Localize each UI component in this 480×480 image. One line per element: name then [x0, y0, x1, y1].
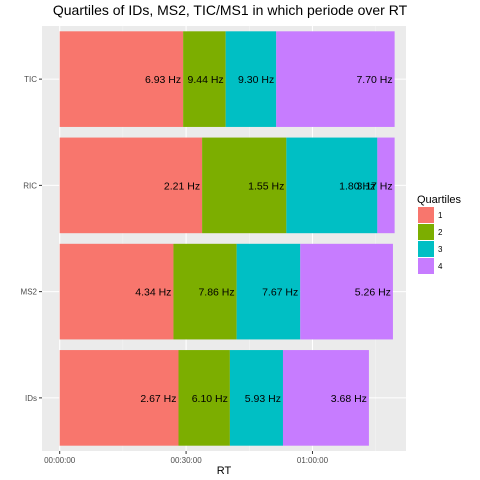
bar-labels: 6.93 Hz 9.44 Hz 9.30 Hz 7.70 Hz 2.21 Hz 1.55 …: [135, 74, 392, 405]
bar-label-ric-q1: 2.21 Hz: [164, 180, 200, 192]
bar-tic-q3: [225, 31, 277, 127]
legend-title: Quartiles: [417, 194, 462, 206]
x-axis-title: RT: [217, 465, 232, 477]
bar-ric-q2: [202, 137, 287, 234]
chart-title: Quartiles of IDs, MS2, TIC/MS1 in which …: [53, 2, 408, 18]
bar-label-ids-q4: 3.68 Hz: [331, 393, 367, 405]
bar-ric-q1: [59, 137, 203, 234]
bar-ids-q1: [59, 350, 179, 446]
y-tick-label: TIC: [24, 75, 37, 84]
y-axis: TIC RIC MS2 IDs: [21, 75, 42, 403]
legend-label-q2: 2: [438, 228, 443, 237]
bar-label-ids-q1: 2.67 Hz: [140, 393, 176, 405]
bar-ms2-q4: [300, 243, 393, 340]
bar-ids-q4: [282, 350, 369, 446]
bar-label-tic-q2: 9.44 Hz: [187, 74, 223, 86]
bar-label-ms2-q2: 7.86 Hz: [198, 287, 234, 299]
bar-tic-q4: [276, 31, 395, 127]
bar-label-tic-q4: 7.70 Hz: [356, 74, 392, 86]
y-tick-label: MS2: [21, 288, 38, 297]
bar-ids-q3: [229, 350, 283, 446]
bar-tic-q1: [59, 31, 184, 127]
legend-label-q4: 4: [438, 262, 443, 271]
legend-label-q1: 1: [438, 211, 443, 220]
x-tick-label: 01:00:00: [297, 456, 329, 465]
bar-ms2-q2: [173, 243, 237, 340]
legend-key-q2: [418, 224, 434, 240]
bar-ric-q4: [377, 137, 395, 234]
bar-ms2-q3: [236, 243, 301, 340]
bar-tic-q2: [183, 31, 226, 127]
bar-label-ms2-q1: 4.34 Hz: [135, 287, 171, 299]
bar-label-ms2-q3: 7.67 Hz: [262, 287, 298, 299]
legend-key-q3: [418, 241, 434, 257]
legend: Quartiles 1 2 3 4: [417, 194, 462, 274]
y-tick-label: IDs: [25, 394, 37, 403]
x-tick-label: 00:00:00: [44, 456, 76, 465]
bar-ids-q2: [178, 350, 230, 446]
bar-label-ms2-q4: 5.26 Hz: [355, 287, 391, 299]
bars: [59, 31, 395, 446]
y-tick-label: RIC: [23, 181, 37, 190]
bar-label-ric-q2: 1.55 Hz: [248, 180, 284, 192]
bar-label-ids-q2: 6.10 Hz: [192, 393, 228, 405]
legend-label-q3: 3: [438, 245, 443, 254]
bar-ms2-q1: [59, 243, 174, 340]
legend-key-q1: [418, 207, 434, 223]
x-axis: 00:00:00 00:30:00 01:00:00: [44, 451, 329, 465]
bar-label-ric-q3: 1.80 Hz: [339, 180, 375, 192]
bar-ric-q3: [286, 137, 378, 234]
legend-key-q4: [418, 258, 434, 274]
x-tick-label: 00:30:00: [171, 456, 203, 465]
bar-label-tic-q1: 6.93 Hz: [145, 74, 181, 86]
bar-label-ids-q3: 5.93 Hz: [245, 393, 281, 405]
bar-label-ric-q4: 3.17 Hz: [356, 180, 392, 192]
bar-label-tic-q3: 9.30 Hz: [238, 74, 274, 86]
